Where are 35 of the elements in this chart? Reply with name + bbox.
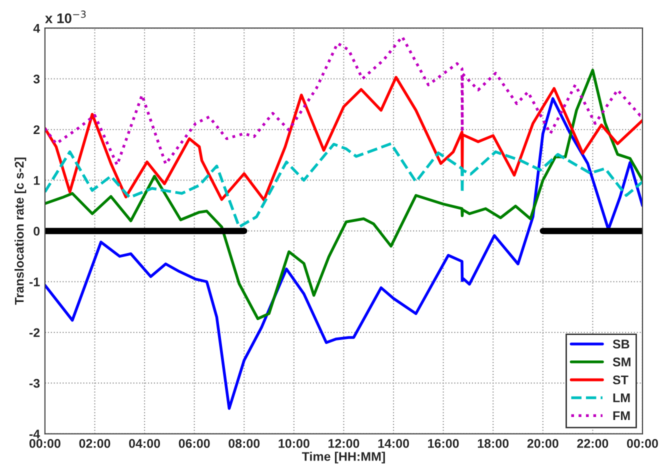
y-axis-title: Translocation rate [c s-2] (14, 158, 26, 305)
x-tick-label: 00:00 (627, 439, 658, 448)
x-tick-label: 22:00 (577, 439, 608, 448)
legend-label: SM (612, 358, 630, 366)
legend-label: LM (613, 393, 630, 402)
y-tick-label: -2 (29, 328, 40, 337)
x-tick-label: 16:00 (428, 439, 459, 448)
x-tick-label: 14:00 (378, 439, 409, 448)
x-tick-label: 10:00 (278, 439, 310, 448)
x-tick-label: 20:00 (527, 439, 558, 448)
y-tick-label: -1 (29, 278, 40, 286)
x-tick-label: 12:00 (328, 439, 360, 448)
y-tick-label: 0 (34, 226, 40, 236)
x-tick-label: 06:00 (178, 439, 210, 448)
y-tick-label: -4 (29, 430, 40, 438)
x-tick-label: 04:00 (129, 439, 160, 448)
x-tick-label: 08:00 (228, 439, 260, 448)
line-series (44, 97, 642, 410)
y-tick-label: 3 (33, 74, 40, 84)
line-series (44, 142, 642, 228)
legend-label: ST (612, 375, 628, 384)
line-series (44, 76, 642, 202)
text: x 10$^{−3}$ (45, 10, 86, 24)
y-tick-label: -3 (29, 378, 40, 388)
legend-label: SB (612, 340, 630, 349)
y-tick-label: 2 (34, 125, 40, 134)
y-tick-label: 4 (33, 24, 40, 33)
x-tick-label: 18:00 (478, 439, 509, 448)
line-series (44, 35, 642, 166)
x-tick-label: 02:00 (79, 439, 110, 448)
line-series (44, 68, 642, 320)
legend-label: FM (613, 411, 630, 420)
y-tick-label: 1 (34, 176, 40, 185)
x-axis-title: Time [HH:MM] (302, 452, 385, 464)
x-tick-label: 00:00 (29, 439, 60, 448)
